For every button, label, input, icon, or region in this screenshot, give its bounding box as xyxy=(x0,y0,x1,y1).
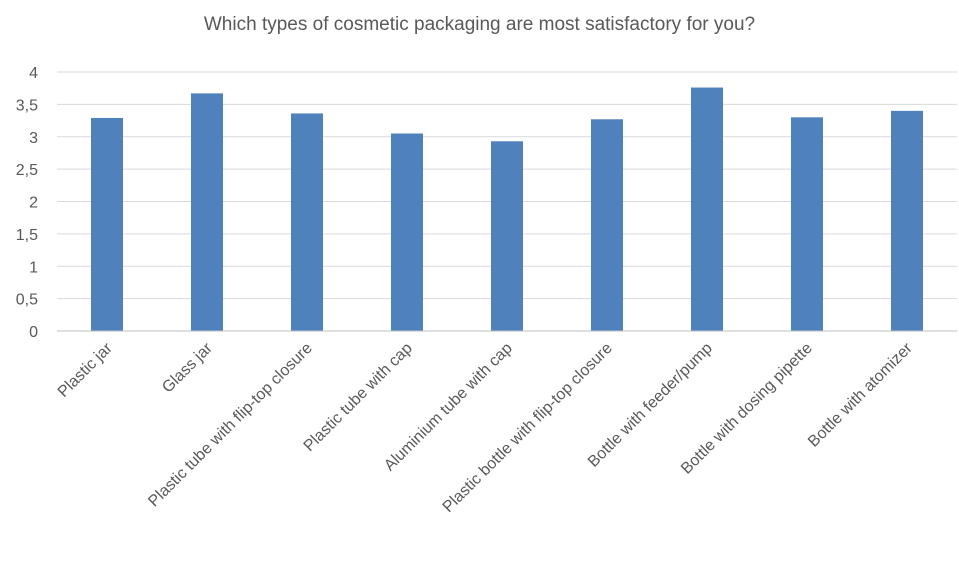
y-tick-label: 1,5 xyxy=(16,227,38,244)
bar xyxy=(291,113,323,331)
bars xyxy=(91,87,923,332)
x-category-label: Plastic tube with cap xyxy=(301,340,416,455)
x-category-label: Plastic tube with flip-top closure xyxy=(145,340,316,511)
y-tick-label: 2 xyxy=(29,195,38,212)
y-tick-label: 1 xyxy=(29,259,38,276)
bar xyxy=(791,117,823,331)
y-tick-label: 4 xyxy=(29,65,38,82)
x-category-label: Glass jar xyxy=(159,339,216,396)
bar xyxy=(591,119,623,331)
bar xyxy=(191,93,223,332)
y-tick-label: 3 xyxy=(29,130,38,147)
bar xyxy=(891,110,923,331)
bar xyxy=(391,133,423,331)
bar xyxy=(691,87,723,331)
chart-title: Which types of cosmetic packaging are mo… xyxy=(203,14,756,35)
x-category-label: Plastic bottle with flip-top closure xyxy=(440,340,616,516)
x-category-label: Bottle with atomizer xyxy=(805,339,916,450)
bar xyxy=(91,117,123,331)
x-category-label: Plastic jar xyxy=(55,339,117,401)
bar xyxy=(491,141,523,331)
y-axis-ticks: 0 0,5 1 1,5 2 2,5 3 3,5 4 xyxy=(16,65,38,341)
y-tick-label: 2,5 xyxy=(16,162,38,179)
y-tick-label: 0 xyxy=(29,324,38,341)
y-tick-label: 3,5 xyxy=(16,97,38,114)
y-tick-label: 0,5 xyxy=(16,292,38,309)
